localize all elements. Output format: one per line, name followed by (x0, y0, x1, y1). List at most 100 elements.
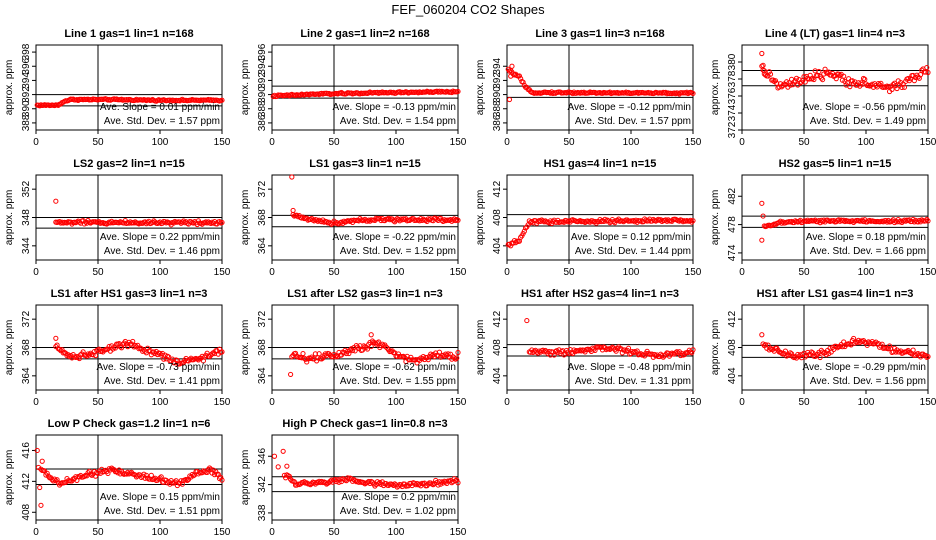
figure-title: FEF_060204 CO2 Shapes (391, 2, 545, 17)
y-tick-label: 342 (257, 476, 268, 493)
data-series (288, 332, 461, 378)
data-point (286, 473, 292, 479)
data-series (505, 63, 696, 103)
data-point (925, 69, 931, 76)
stat-std-dev: Ave. Std. Dev. = 1.49 ppm (810, 116, 926, 127)
x-tick-label: 50 (92, 137, 104, 148)
data-point (816, 68, 822, 75)
y-tick-label: 364 (21, 367, 32, 384)
x-tick-label: 50 (798, 267, 810, 278)
data-point (810, 75, 816, 81)
data-point (625, 345, 632, 351)
y-tick-label: 344 (21, 237, 32, 254)
data-point (454, 477, 460, 483)
panel-title: HS2 gas=5 lin=1 n=15 (779, 158, 892, 170)
x-tick-label: 50 (798, 397, 810, 408)
stat-slope: Ave. Slope = -0.62 ppm/min (333, 362, 457, 373)
y-tick-label: 474 (727, 244, 738, 261)
data-point (762, 72, 769, 78)
data-point (288, 371, 294, 378)
data-point (759, 237, 765, 243)
data-point (425, 357, 431, 363)
data-point (925, 354, 931, 360)
y-tick-label: 412 (492, 310, 503, 327)
data-point (674, 349, 680, 355)
panel-title: LS1 after HS1 gas=3 lin=1 n=3 (51, 288, 208, 300)
stat-slope: Ave. Slope = -0.12 ppm/min (568, 102, 692, 113)
data-point (376, 339, 382, 345)
x-tick-label: 50 (798, 137, 810, 148)
y-axis-label: approx. ppm (710, 190, 721, 246)
stat-slope: Ave. Slope = 0.18 ppm/min (806, 232, 926, 243)
y-tick-label: 372 (21, 310, 32, 327)
panel-13: Low P Check gas=1.2 lin=1 n=6 0 50 100 150 40… (4, 418, 231, 538)
x-tick-label: 100 (858, 397, 875, 408)
y-axis-label: approx. ppm (4, 320, 15, 376)
y-tick-label: 368 (257, 339, 268, 356)
data-point (767, 345, 774, 351)
data-point (219, 97, 225, 103)
data-point (793, 75, 800, 81)
data-point (791, 79, 797, 85)
y-tick-label: 392 (21, 86, 32, 103)
stat-std-dev: Ave. Std. Dev. = 1.66 ppm (810, 246, 926, 257)
stat-slope: Ave. Slope = -0.22 ppm/min (333, 232, 457, 243)
y-tick-label: 412 (727, 310, 738, 327)
x-tick-label: 100 (388, 137, 405, 148)
data-point (760, 62, 766, 69)
data-point (414, 480, 420, 487)
y-tick-label: 368 (257, 209, 268, 226)
y-axis-label: approx. ppm (475, 320, 486, 376)
stat-std-dev: Ave. Std. Dev. = 1.56 ppm (810, 376, 926, 387)
data-point (890, 81, 896, 88)
data-point (294, 212, 300, 218)
x-tick-label: 150 (685, 267, 702, 278)
x-tick-label: 0 (504, 137, 510, 148)
data-point (782, 348, 789, 354)
y-tick-label: 338 (257, 504, 268, 521)
data-point (523, 225, 529, 231)
data-point (661, 353, 668, 359)
y-tick-label: 412 (492, 180, 503, 197)
y-axis-label: approx. ppm (4, 450, 15, 506)
y-tick-label: 386 (492, 114, 503, 131)
data-point (350, 347, 356, 354)
x-tick-label: 0 (739, 397, 745, 408)
data-point (454, 355, 460, 361)
y-axis-label: approx. ppm (475, 60, 486, 116)
panel-title: Line 2 gas=1 lin=2 n=168 (300, 28, 429, 40)
data-point (132, 219, 138, 225)
panel-title: HS1 after HS2 gas=4 lin=1 n=3 (521, 288, 679, 300)
stat-std-dev: Ave. Std. Dev. = 1.57 ppm (575, 116, 691, 127)
y-axis-label: approx. ppm (240, 320, 251, 376)
data-point (875, 81, 882, 87)
x-tick-label: 0 (269, 527, 275, 538)
data-point (922, 218, 929, 224)
data-point (915, 219, 921, 225)
data-point (917, 72, 924, 78)
data-point (924, 216, 930, 223)
data-point (90, 352, 96, 358)
data-series (524, 317, 696, 360)
stat-std-dev: Ave. Std. Dev. = 1.44 ppm (575, 246, 691, 257)
y-tick-label: 388 (492, 100, 503, 117)
x-tick-label: 50 (563, 397, 575, 408)
data-point (392, 481, 398, 487)
x-tick-label: 50 (328, 267, 340, 278)
data-point (790, 82, 796, 88)
y-tick-label: 396 (257, 43, 268, 60)
y-tick-label: 482 (727, 187, 738, 204)
y-tick-label: 394 (257, 57, 268, 74)
y-tick-label: 412 (21, 473, 32, 490)
data-point (862, 76, 868, 82)
data-point (455, 480, 461, 486)
data-point (690, 347, 696, 353)
x-tick-label: 150 (214, 137, 231, 148)
data-point (219, 219, 225, 226)
y-tick-label: 374 (727, 104, 738, 121)
data-point (314, 358, 320, 364)
y-tick-label: 404 (492, 237, 503, 254)
data-point (689, 350, 695, 356)
data-point (87, 471, 94, 477)
